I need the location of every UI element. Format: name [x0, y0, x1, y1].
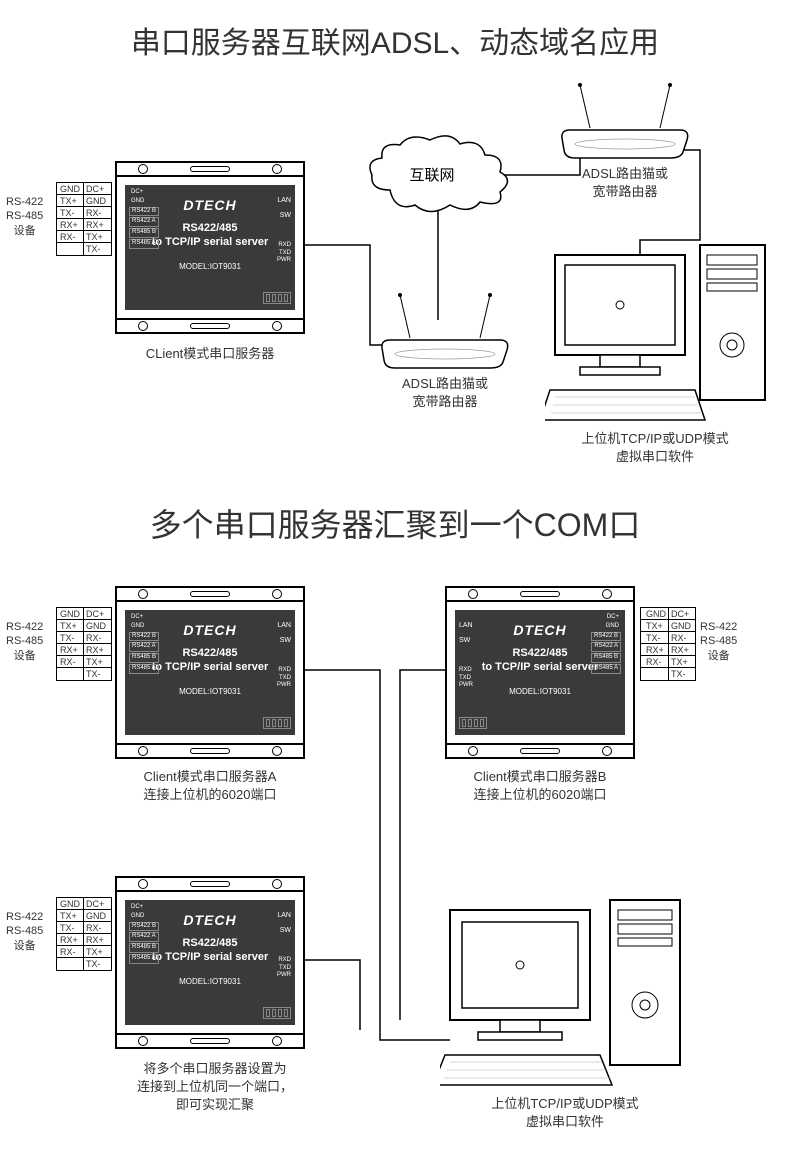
- diagram1-title: 串口服务器互联网ADSL、动态域名应用: [0, 0, 790, 62]
- router-top: [555, 80, 695, 165]
- deviceB-caption: Client模式串口服务器B 连接上位机的6020端口: [450, 768, 630, 804]
- port-label-A: RS-422 RS-485 设备: [6, 620, 43, 663]
- router-bottom-caption: ADSL路由猫或 宽带路由器: [380, 375, 510, 411]
- computer-2: [440, 890, 700, 1095]
- device1-caption: CLient模式串口服务器: [125, 345, 295, 363]
- computer-1: [545, 235, 775, 430]
- computer2-caption: 上位机TCP/IP或UDP模式 虚拟串口软件: [445, 1095, 685, 1131]
- diagram2-title: 多个串口服务器汇聚到一个COM口: [0, 490, 790, 546]
- terminal-A: GNDDC+TX+GNDTX-RX-RX+RX+RX-TX+TX-: [56, 607, 112, 681]
- serial-server-B: DC+GNDRS422 BRS422 ARS485 BRS485 A LANSW…: [445, 600, 635, 745]
- router-bottom: [375, 290, 515, 375]
- serial-server-device-1: DC+GNDRS422 BRS422 ARS485 BRS485 A LANSW…: [115, 175, 305, 320]
- serial-server-A: DC+GNDRS422 BRS422 ARS485 BRS485 A LANSW…: [115, 600, 305, 745]
- diagram-adsl: 串口服务器互联网ADSL、动态域名应用 RS-422 RS-485 设备 GND…: [0, 0, 790, 490]
- internet-cloud: 互联网: [360, 130, 520, 225]
- terminal-C: GNDDC+TX+GNDTX-RX-RX+RX+RX-TX+TX-: [56, 897, 112, 971]
- computer1-caption: 上位机TCP/IP或UDP模式 虚拟串口软件: [545, 430, 765, 466]
- terminal-block-1: GNDDC+TX+GNDTX-RX-RX+RX+RX-TX+TX-: [56, 182, 112, 256]
- deviceC-caption: 将多个串口服务器设置为 连接到上位机同一个端口， 即可实现汇聚: [115, 1060, 315, 1115]
- router-top-caption: ADSL路由猫或 宽带路由器: [560, 165, 690, 201]
- serial-server-C: DC+GNDRS422 BRS422 ARS485 BRS485 A LANSW…: [115, 890, 305, 1035]
- port-label-B: RS-422 RS-485 设备: [700, 620, 737, 663]
- diagram-com-aggregate: 多个串口服务器汇聚到一个COM口 RS-422 RS-485 设备 GNDDC+…: [0, 490, 790, 1170]
- cloud-label: 互联网: [409, 167, 454, 184]
- port-label-1: RS-422 RS-485 设备: [6, 195, 43, 238]
- port-label-C: RS-422 RS-485 设备: [6, 910, 43, 953]
- terminal-B: GNDDC+TX+GNDTX-RX-RX+RX+RX-TX+TX-: [640, 607, 696, 681]
- deviceA-caption: Client模式串口服务器A 连接上位机的6020端口: [120, 768, 300, 804]
